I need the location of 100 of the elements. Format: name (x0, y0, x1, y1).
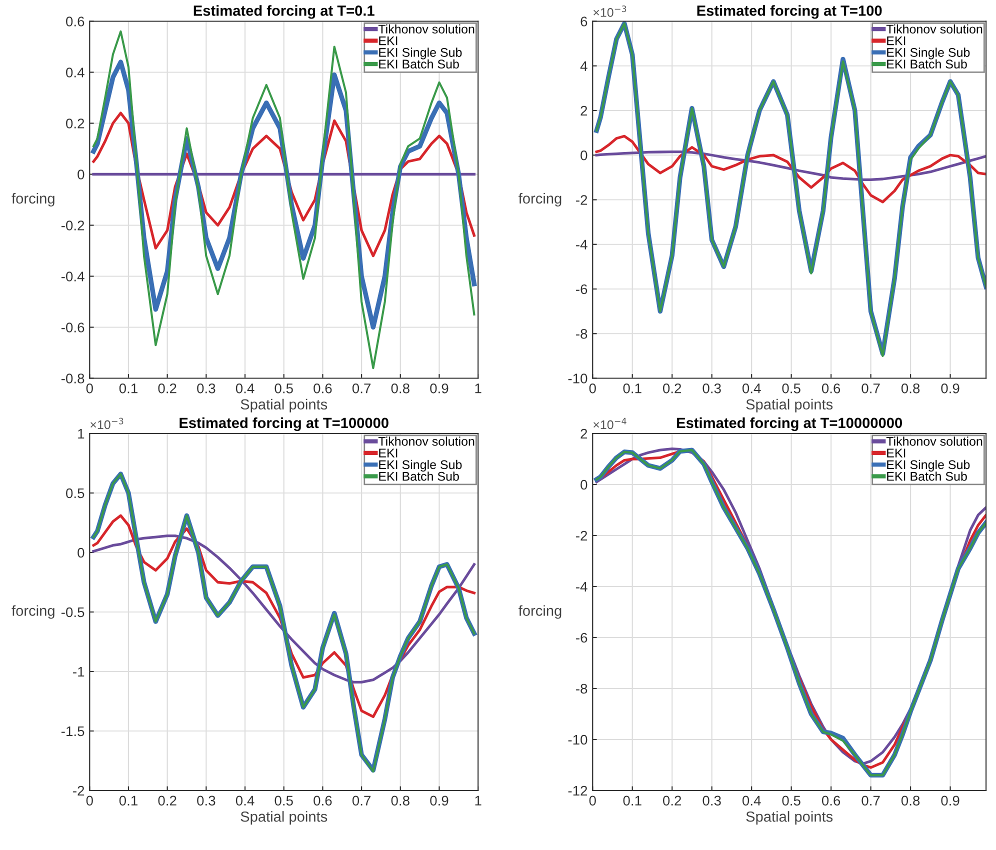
y-tick-label: -8 (576, 328, 588, 339)
x-axis-title: Spatial points (746, 811, 833, 825)
y-axis-title: forcing (518, 605, 562, 619)
x-tick-label: 0.3 (197, 383, 216, 394)
x-tick-label: 0 (86, 796, 93, 806)
text: ×10$^{−3}$ (90, 418, 124, 430)
x-tick-label: 0.8 (391, 383, 410, 394)
x-tick-label: 0.6 (822, 796, 840, 806)
x-tick-label: 0.3 (197, 796, 216, 806)
x-tick-label: 0.9 (941, 796, 960, 806)
x-tick-label: 0.6 (822, 383, 840, 394)
x-tick-label: 0 (589, 383, 596, 394)
y-tick-label: -2 (576, 195, 588, 205)
x-tick-label: 0.7 (352, 796, 371, 806)
y-tick-label: 0 (78, 548, 84, 558)
y-tick-label: -1 (73, 666, 84, 677)
y-tick-label: 6 (580, 16, 588, 26)
y-tick-label: -6 (576, 284, 588, 294)
y-tick-label: -12 (568, 786, 588, 796)
chart-title: Estimated forcing at T=100 (697, 5, 882, 19)
y-tick-label: -0.5 (61, 607, 84, 618)
x-axis-title: Spatial points (240, 811, 328, 825)
x-tick-label: 0.1 (623, 796, 642, 806)
legend-label: Tikhonov solution (378, 24, 474, 34)
x-tick-label: 0.4 (236, 796, 254, 806)
y-tick-label: -0.4 (61, 272, 84, 282)
x-tick-label: 0.4 (742, 796, 761, 806)
y-tick-label: -2 (576, 530, 588, 541)
x-tick-label: 0.3 (702, 383, 721, 394)
legend-label: EKI Single Sub (379, 460, 462, 472)
x-tick-label: 0.4 (742, 383, 761, 394)
legend-label: EKI Batch Sub (379, 472, 459, 481)
chart-title: Estimated forcing at T=0.1 (194, 5, 374, 19)
chart-title: Estimated forcing at T=100000 (180, 417, 388, 432)
x-tick-label: 0.2 (662, 383, 682, 394)
y-axis-title: forcing (518, 192, 562, 207)
x-tick-label: 0.3 (702, 796, 721, 806)
text: ×10$^{−3}$ (593, 5, 626, 17)
x-tick-label: 0.7 (352, 383, 371, 394)
y-tick-label: -1.5 (61, 726, 84, 736)
legend-label: EKI Batch Sub (887, 472, 967, 481)
x-tick-label: 0.2 (662, 796, 682, 806)
legend-label: EKI Single Sub (379, 48, 462, 60)
y-axis-title: forcing (12, 605, 54, 619)
x-tick-label: 0.9 (430, 383, 448, 394)
legend-label: EKI (887, 36, 906, 46)
y-tick-label: 0.4 (66, 68, 84, 78)
legend-label: EKI Batch Sub (887, 59, 967, 69)
y-tick-label: 4 (580, 61, 588, 71)
y-tick-label: 0.5 (66, 488, 84, 498)
legend-label: Tikhonov solution (378, 436, 474, 446)
chart-title: Estimated forcing at T=10000000 (677, 417, 902, 432)
x-tick-label: 0.6 (314, 796, 332, 806)
x-axis-title: Spatial points (240, 398, 328, 412)
y-tick-label: -10 (568, 374, 588, 384)
y-tick-label: -0.2 (61, 220, 84, 230)
y-tick-label: -0.8 (61, 374, 84, 384)
legend-label: EKI (379, 36, 398, 46)
x-tick-label: 0.9 (430, 796, 448, 806)
x-tick-label: 0.1 (119, 796, 138, 806)
x-tick-label: 0.1 (623, 383, 642, 394)
x-tick-label: 0 (86, 383, 93, 394)
x-tick-label: 0.8 (391, 796, 410, 806)
x-tick-label: 0.4 (236, 383, 254, 394)
x-tick-label: 0.5 (782, 383, 800, 394)
x-tick-label: 0.9 (941, 383, 960, 394)
y-tick-label: -6 (576, 632, 588, 643)
text: ×10$^{−4}$ (593, 418, 626, 430)
x-tick-label: 1 (475, 796, 482, 806)
x-tick-label: 0.5 (274, 383, 293, 394)
legend-label: EKI Single Sub (887, 48, 970, 60)
x-tick-label: 0.1 (119, 383, 138, 394)
y-axis-title: forcing (12, 192, 54, 207)
y-tick-label: -0.6 (61, 322, 84, 332)
y-tick-label: -10 (568, 734, 588, 745)
y-tick-label: 1 (78, 428, 84, 439)
legend-label: EKI Batch Sub (379, 59, 459, 69)
x-tick-label: 0.7 (862, 796, 880, 806)
x-tick-label: 0.7 (862, 383, 880, 394)
x-tick-label: 0 (589, 796, 596, 806)
x-tick-label: 0.8 (901, 796, 920, 806)
x-tick-label: 0.5 (782, 796, 800, 806)
legend-label: EKI (887, 448, 906, 458)
x-tick-label: 1 (475, 384, 482, 394)
x-axis-title: Spatial points (746, 398, 833, 412)
x-tick-label: 0.6 (314, 383, 332, 394)
x-tick-label: 0.2 (158, 383, 176, 394)
x-tick-label: 0.8 (901, 383, 920, 394)
y-tick-label: -4 (576, 240, 588, 250)
y-tick-label: 2 (580, 106, 588, 116)
x-tick-label: 0.5 (274, 796, 293, 806)
y-tick-label: 0 (78, 170, 84, 180)
y-tick-label: -2 (73, 786, 84, 796)
y-tick-label: 0.6 (66, 16, 84, 26)
y-tick-label: 0 (580, 480, 588, 490)
legend-label: EKI Single Sub (887, 460, 970, 472)
legend-label: Tikhonov solution (886, 436, 982, 446)
y-tick-label: -4 (576, 582, 588, 592)
x-tick-label: 0.2 (158, 796, 176, 806)
y-tick-label: 0.2 (66, 118, 84, 128)
